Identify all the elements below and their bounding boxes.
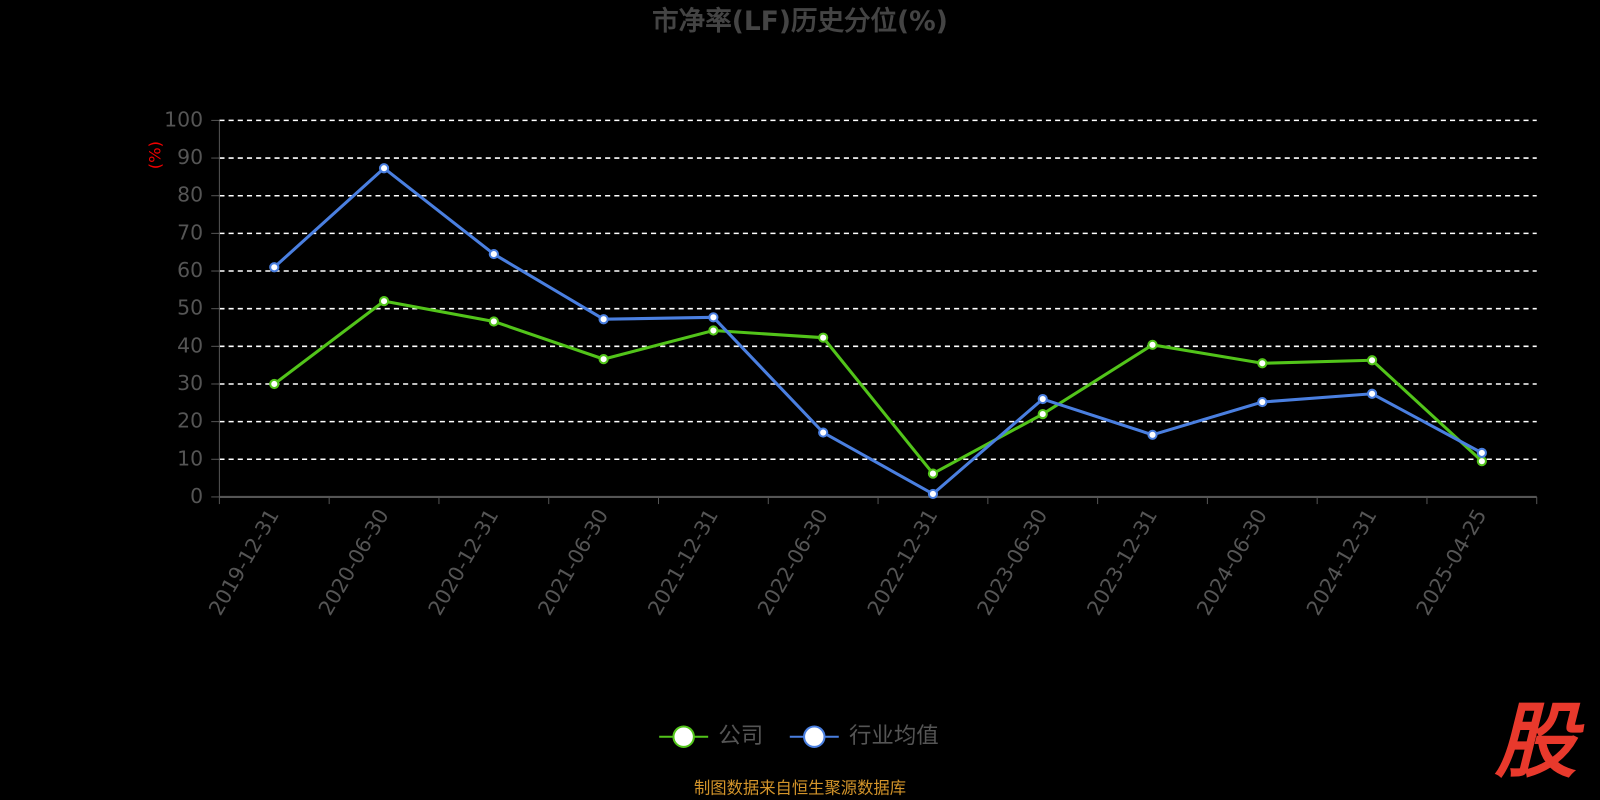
- series-line: [273, 299, 1483, 476]
- data-point: [488, 316, 499, 327]
- data-point: [378, 296, 390, 307]
- legend-marker: [803, 725, 826, 748]
- data-point: [818, 427, 829, 438]
- y-tick-label: 10: [177, 446, 203, 470]
- logo: 股: [1494, 694, 1585, 789]
- legend-label: 行业均值: [849, 723, 939, 749]
- data-point: [1366, 388, 1378, 399]
- data-point: [488, 248, 499, 260]
- data-point: [1476, 447, 1487, 458]
- y-tick-label: 30: [177, 371, 203, 395]
- data-point: [1366, 355, 1378, 366]
- data-point: [598, 354, 609, 365]
- chart-title: 市净率(LF)历史分位(%): [652, 6, 948, 37]
- data-point: [1147, 429, 1158, 440]
- legend-marker: [672, 725, 695, 748]
- y-axis-label: (%): [146, 141, 165, 169]
- data-point: [927, 488, 939, 500]
- data-point: [1037, 409, 1048, 420]
- y-tick-label: 50: [177, 296, 203, 320]
- data-point: [269, 262, 280, 273]
- data-point: [269, 378, 280, 390]
- data-point: [378, 163, 390, 174]
- y-tick-label: 20: [177, 409, 203, 433]
- legend-label: 公司: [718, 723, 763, 749]
- data-point: [1257, 396, 1268, 408]
- data-point: [927, 468, 939, 479]
- y-tick-label: 70: [177, 220, 203, 244]
- y-tick-label: 60: [177, 258, 203, 282]
- y-tick-label: 80: [177, 183, 203, 207]
- data-point: [708, 312, 719, 323]
- data-point: [1147, 339, 1158, 350]
- legend-item: 行业均值: [789, 723, 939, 749]
- data-point: [1476, 456, 1487, 467]
- data-point: [708, 325, 719, 336]
- data-point: [598, 314, 609, 325]
- source-note: 制图数据来自恒生聚源数据库: [694, 778, 906, 797]
- y-tick-label: 90: [177, 145, 203, 169]
- y-tick-label: 0: [190, 484, 203, 508]
- y-tick-label: 40: [177, 333, 203, 357]
- series-line: [273, 166, 1483, 496]
- data-point: [818, 332, 829, 343]
- y-tick-label: 100: [164, 107, 203, 131]
- data-point: [1257, 358, 1268, 369]
- data-point: [1037, 393, 1048, 405]
- legend-item: 公司: [659, 723, 763, 749]
